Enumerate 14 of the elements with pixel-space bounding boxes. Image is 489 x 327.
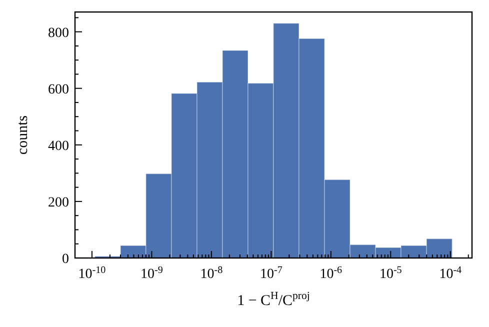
x-axis-title: 1 − C$^{H}$/C$^{proj}$ — [237, 290, 310, 309]
x-tick-label: 10$^{-9}$ — [140, 264, 163, 282]
y-tick-label: 200 — [48, 195, 69, 210]
x-tick-label: 10$^{-7}$ — [260, 264, 282, 282]
y-tick-label: 400 — [48, 138, 69, 154]
x-tick-label: 10$^{-4}$ — [439, 264, 462, 282]
x-tick-label: 10$^{-6}$ — [320, 264, 342, 282]
y-tick-label: 800 — [48, 26, 69, 41]
x-tick-label: 10$^{-5}$ — [379, 264, 402, 282]
y-tick-label: 0 — [62, 252, 69, 267]
y-tick-label: 600 — [48, 82, 69, 98]
y-axis-title: counts — [15, 115, 31, 155]
x-tick-label: 10$^{-10}$ — [78, 264, 106, 282]
x-tick-label: 10$^{-8}$ — [200, 264, 223, 282]
